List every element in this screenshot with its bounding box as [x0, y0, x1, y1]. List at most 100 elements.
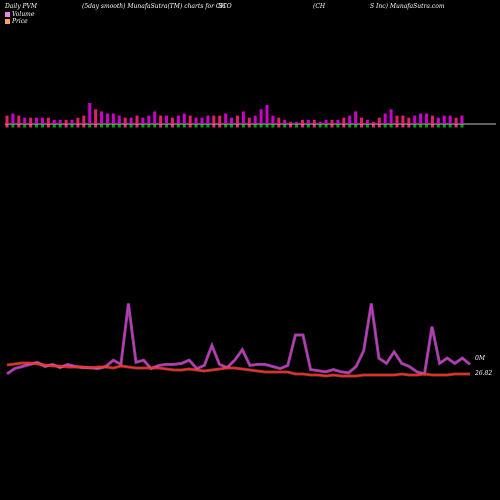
volume-bar: [141, 117, 145, 124]
volume-bar-below: [182, 124, 186, 128]
volume-bar-below: [17, 124, 21, 128]
volume-bar: [253, 115, 257, 124]
volume-bar: [312, 119, 316, 124]
volume-bar: [389, 109, 393, 124]
volume-bar: [123, 117, 127, 124]
volume-bar-below: [289, 124, 293, 128]
volume-bar-below: [306, 124, 310, 128]
volume-bar: [348, 115, 352, 124]
volume-bar: [35, 117, 39, 124]
volume-bar: [271, 115, 275, 124]
volume-bar-below: [259, 124, 263, 128]
volume-bar: [135, 115, 139, 124]
volume-bar-below: [212, 124, 216, 128]
volume-bar-below: [324, 124, 328, 128]
volume-bar: [23, 117, 27, 124]
volume-bar-below: [377, 124, 381, 128]
volume-bar-below: [389, 124, 393, 128]
volume-bar-below: [448, 124, 452, 128]
volume-bar-below: [419, 124, 423, 128]
volume-bar: [318, 121, 322, 124]
volume-bar-below: [94, 124, 98, 128]
volume-bar: [46, 117, 50, 124]
volume-bar: [194, 117, 198, 124]
volume-bar-below: [342, 124, 346, 128]
volume-bar-below: [153, 124, 157, 128]
volume-bar-below: [170, 124, 174, 128]
header-title: (5day smooth) MunafaSutra(TM) charts for…: [82, 3, 226, 10]
volume-bar-below: [442, 124, 446, 128]
volume-bar: [76, 117, 80, 124]
volume-bar-below: [454, 124, 458, 128]
volume-bar: [365, 119, 369, 124]
legend-volume-label: Volume: [12, 11, 35, 18]
volume-bar: [460, 115, 464, 124]
volume-bar: [224, 113, 228, 124]
volume-bar-below: [360, 124, 364, 128]
volume-bar-below: [425, 124, 429, 128]
volume-bar: [58, 119, 62, 124]
volume-bar-below: [40, 124, 44, 128]
volume-bar: [105, 113, 109, 124]
volume-bar: [176, 115, 180, 124]
volume-bar-below: [283, 124, 287, 128]
volume-bar-below: [46, 124, 50, 128]
volume-bar-below: [5, 124, 9, 128]
volume-bar-below: [271, 124, 275, 128]
volume-bar-below: [129, 124, 133, 128]
volume-bar: [200, 117, 204, 124]
volume-bar-below: [218, 124, 222, 128]
volume-bar-below: [241, 124, 245, 128]
volume-bar: [170, 117, 174, 124]
volume-bar-below: [295, 124, 299, 128]
volume-bar-below: [58, 124, 62, 128]
volume-bar-below: [371, 124, 375, 128]
volume-bar-below: [176, 124, 180, 128]
volume-bar: [159, 115, 163, 124]
volume-bar-below: [312, 124, 316, 128]
volume-bar-below: [11, 124, 15, 128]
volume-bar: [40, 117, 44, 124]
volume-bar-below: [206, 124, 210, 128]
volume-bar-below: [165, 124, 169, 128]
volume-bar: [88, 103, 92, 124]
volume-bar: [212, 115, 216, 124]
volume-bar-below: [336, 124, 340, 128]
volume-bar: [395, 115, 399, 124]
volume-bar: [342, 117, 346, 124]
volume-bar: [64, 119, 68, 124]
volume-line-glow: [6, 303, 471, 376]
volume-bar-below: [111, 124, 115, 128]
volume-bar: [425, 113, 429, 124]
volume-bar: [82, 115, 86, 124]
volume-bar: [277, 117, 281, 124]
volume-bar-below: [224, 124, 228, 128]
volume-bar: [29, 117, 33, 124]
volume-bar: [300, 119, 304, 124]
volume-bar-below: [401, 124, 405, 128]
price-end-label: 26.82: [475, 370, 493, 377]
volume-bar-below: [123, 124, 127, 128]
volume-bar: [206, 115, 210, 124]
volume-bar-below: [430, 124, 434, 128]
volume-bar: [235, 115, 239, 124]
volume-bar: [247, 117, 251, 124]
volume-bar: [336, 119, 340, 124]
volume-bar-below: [348, 124, 352, 128]
volume-bar: [100, 111, 104, 124]
volume-bar-below: [247, 124, 251, 128]
header-symbol: SCO: [218, 3, 232, 10]
volume-bar: [377, 117, 381, 124]
volume-bar: [5, 115, 9, 124]
volume-bar: [111, 113, 115, 124]
volume-bar: [295, 121, 299, 124]
volume-bar-below: [460, 124, 464, 128]
volume-bar-below: [235, 124, 239, 128]
volume-bar-below: [318, 124, 322, 128]
volume-bar: [454, 117, 458, 124]
volume-bar: [430, 115, 434, 124]
volume-bar: [413, 115, 417, 124]
volume-bar-below: [105, 124, 109, 128]
